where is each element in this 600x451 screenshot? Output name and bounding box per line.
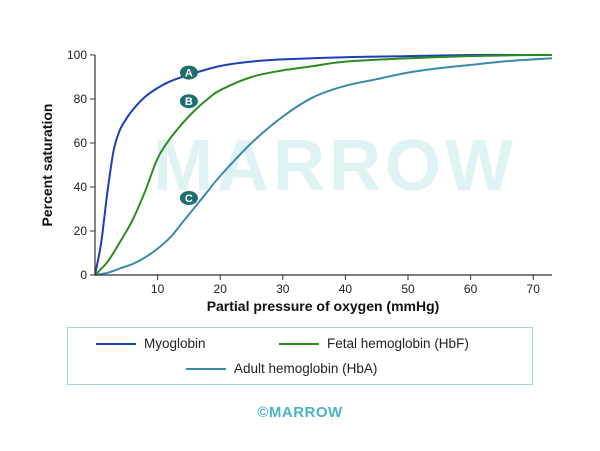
- legend-label-fetal: Fetal hemoglobin (HbF): [327, 336, 469, 351]
- legend-swatch-fetal: [279, 342, 319, 345]
- y-tick-label: 80: [74, 92, 88, 106]
- legend-swatch-myoglobin: [96, 342, 136, 345]
- x-tick-label: 20: [214, 282, 228, 296]
- legend: Myoglobin Fetal hemoglobin (HbF) Adult h…: [67, 327, 533, 385]
- curve-badge-circle: [179, 191, 198, 205]
- curve-badges: A B C: [179, 65, 198, 205]
- x-tick-label: 10: [151, 282, 165, 296]
- legend-label-myoglobin: Myoglobin: [144, 336, 206, 351]
- curve-badge-c: C: [179, 191, 198, 205]
- x-tick-label: 30: [276, 282, 290, 296]
- x-tick-label: 70: [527, 282, 541, 296]
- plot-area: [94, 53, 553, 276]
- series-line-myoglobin: [94, 53, 552, 276]
- x-axis-label: Partial pressure of oxygen (mmHg): [207, 298, 440, 314]
- legend-item-adult: Adult hemoglobin (HbA): [186, 361, 377, 376]
- legend-item-myoglobin: Myoglobin: [96, 336, 206, 351]
- legend-label-adult: Adult hemoglobin (HbA): [234, 361, 378, 376]
- axis-ticks: 10 20 30 40 50 60 70 0 20 40 60 80 100: [67, 48, 540, 296]
- y-tick-label: 100: [67, 48, 87, 62]
- y-axis-label: Percent saturation: [39, 104, 55, 227]
- y-tick-label: 40: [74, 180, 88, 194]
- curve-badge-circle: [179, 65, 198, 80]
- x-tick-label: 60: [464, 282, 478, 296]
- curve-badge-b: B: [179, 94, 198, 109]
- curve-badge-circle: [179, 94, 198, 109]
- watermark: MARROW: [153, 126, 517, 206]
- x-tick-label: 40: [339, 282, 353, 296]
- x-tick-label: 50: [401, 282, 415, 296]
- footer-logo: ©MARROW: [257, 404, 343, 421]
- y-tick-label: 60: [74, 136, 88, 150]
- legend-swatch-adult: [186, 367, 226, 370]
- series-line-adult: [94, 57, 553, 276]
- curve-badge-label: A: [185, 68, 193, 80]
- series-line-fetal: [94, 53, 553, 276]
- y-tick-label: 0: [80, 268, 87, 282]
- curve-badge-a: A: [179, 65, 198, 80]
- curve-badge-label: B: [185, 96, 193, 108]
- curve-badge-label: C: [185, 193, 193, 205]
- y-tick-label: 20: [74, 224, 88, 238]
- legend-item-fetal: Fetal hemoglobin (HbF): [279, 336, 469, 351]
